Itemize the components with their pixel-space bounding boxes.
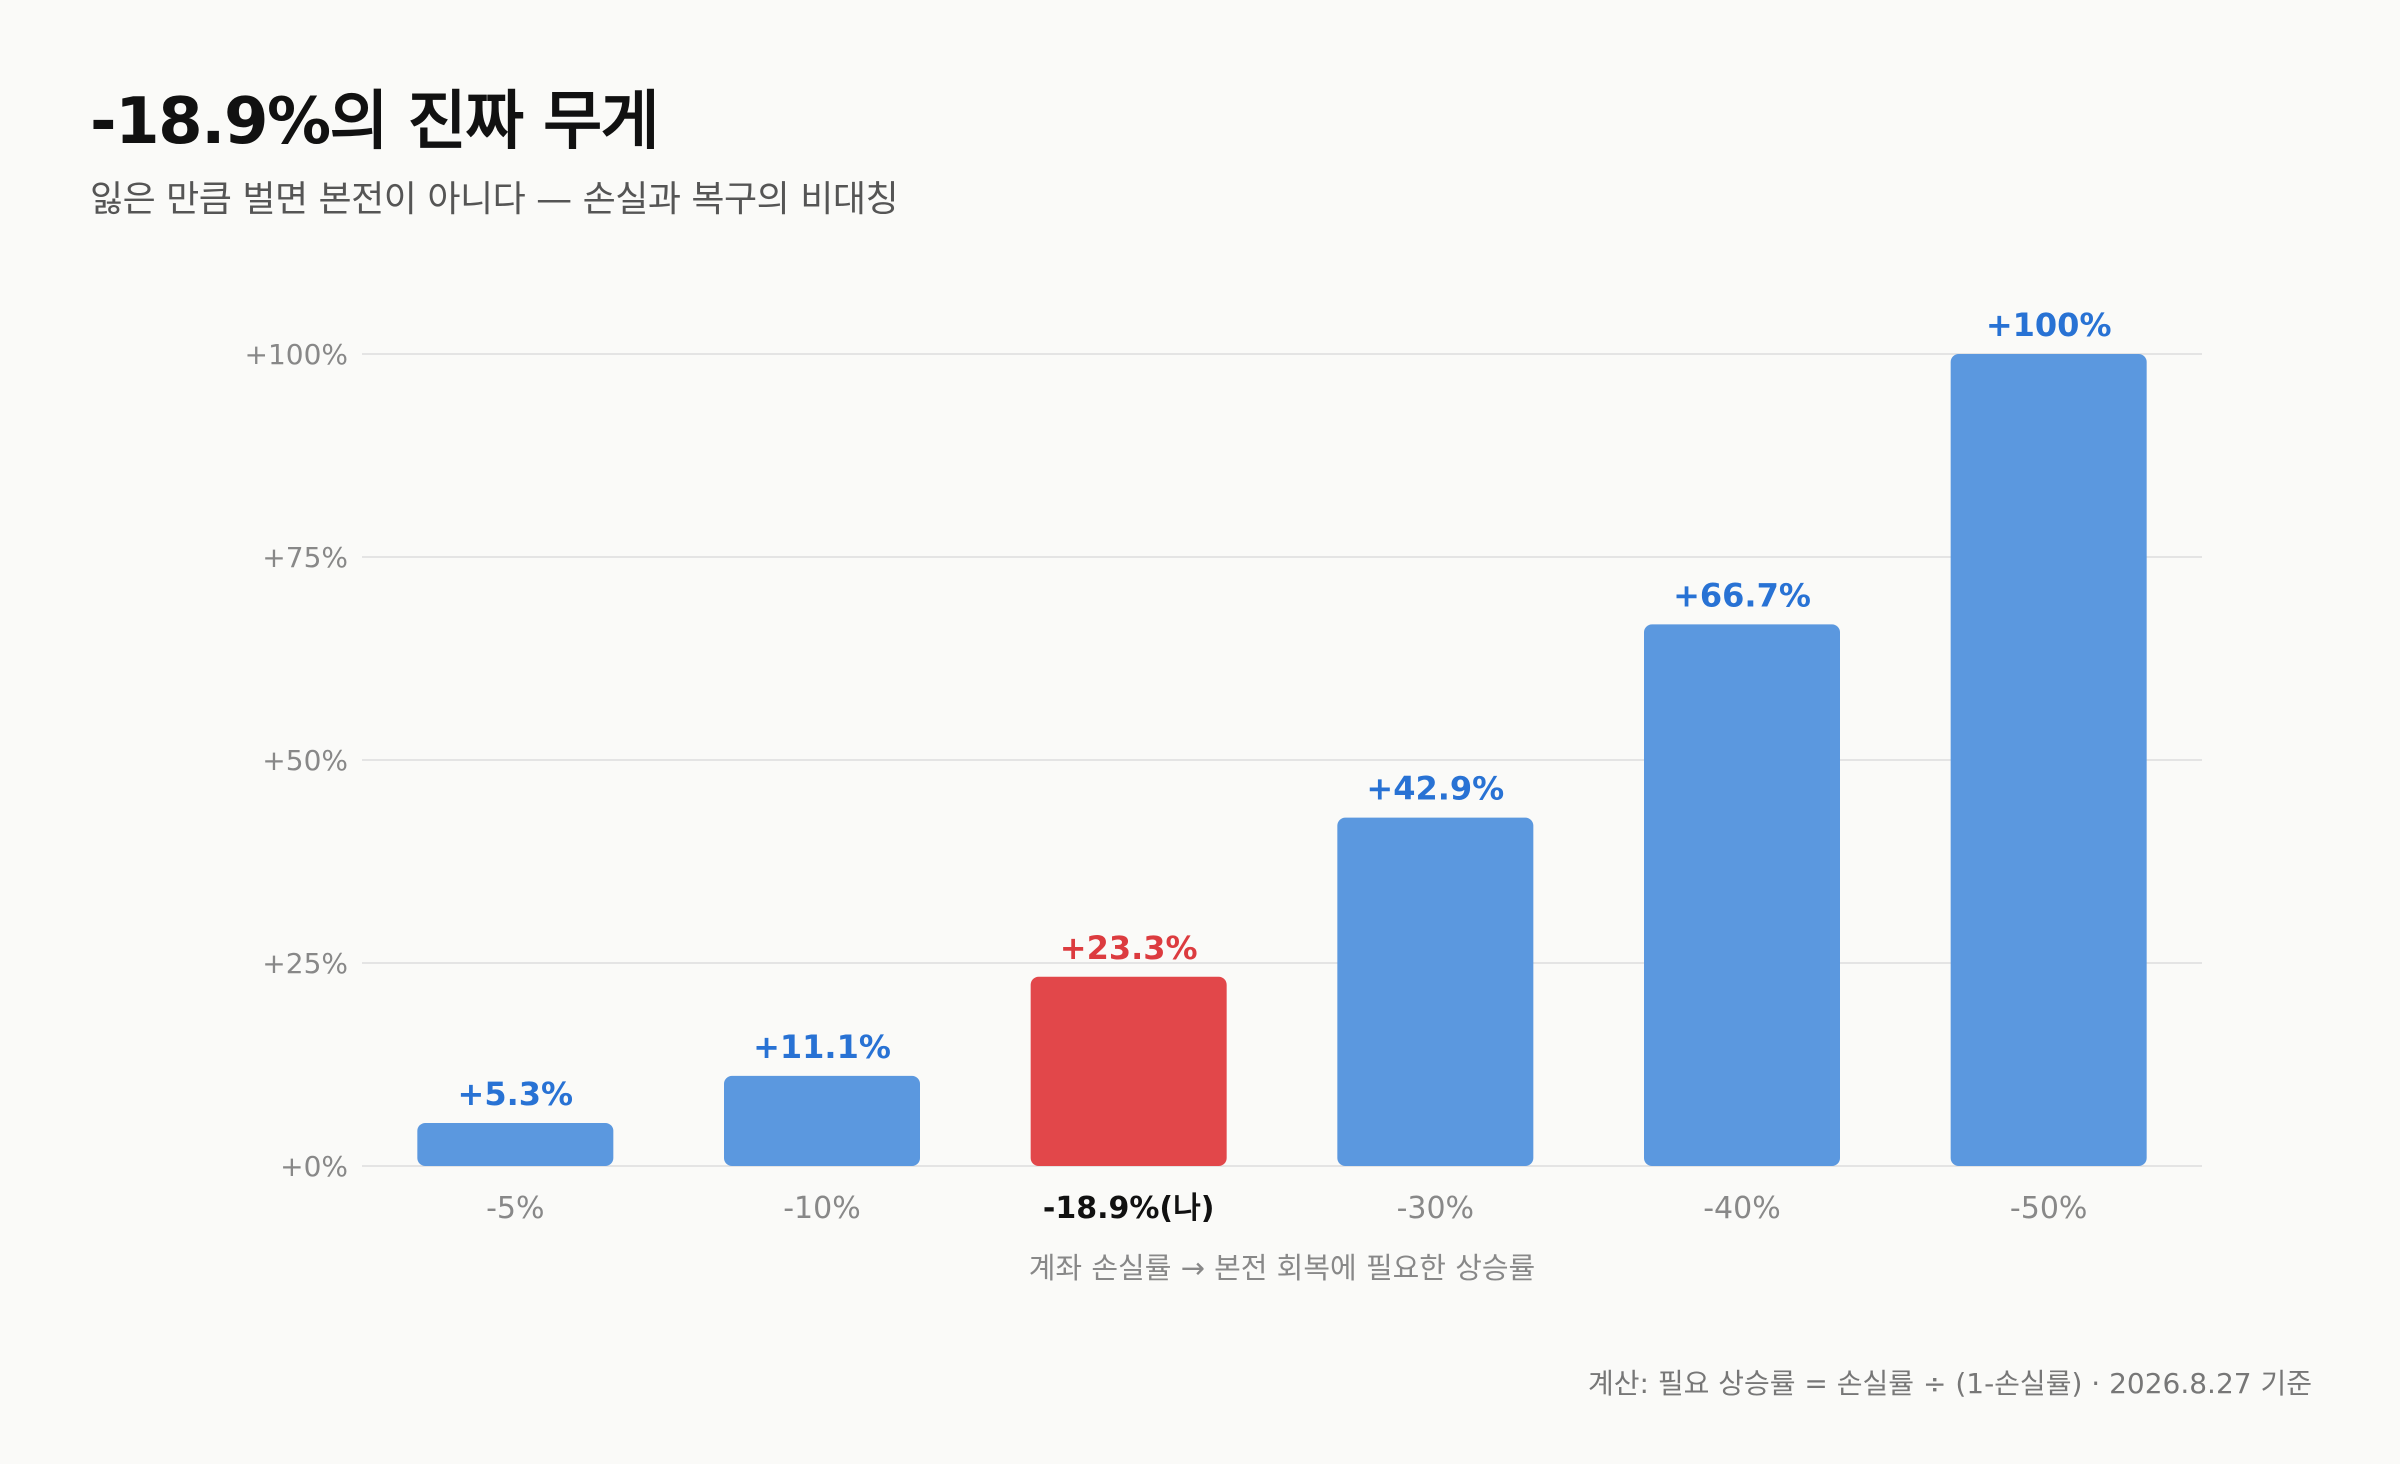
data-label: +23.3% [1060,929,1198,967]
data-label: +11.1% [753,1028,891,1066]
bar [1030,976,1227,1166]
x-tick-label: -30% [1397,1191,1475,1226]
y-tick-label: +75% [262,541,348,574]
data-label: +42.9% [1366,770,1504,808]
bar [1644,624,1840,1166]
bar [417,1122,614,1166]
chart-subtitle: 잃은 만큼 벌면 본전이 아니다 — 손실과 복구의 비대칭 [90,179,899,220]
bar [1950,354,2147,1166]
bar [1337,817,1534,1166]
x-tick-label: -5% [486,1191,544,1226]
x-tick-label: -50% [2010,1191,2088,1226]
x-axis-title: 계좌 손실률 → 본전 회복에 필요한 상승률 [1029,1251,1536,1285]
data-label: +5.3% [458,1075,574,1113]
x-tick-label: -40% [1703,1191,1781,1226]
y-tick-label: +25% [262,947,348,980]
chart-title: -18.9%의 진짜 무게 [90,85,660,159]
y-tick-label: +100% [244,338,348,371]
data-label: +100% [1986,306,2112,344]
y-tick-label: +0% [280,1150,348,1183]
footnote: 계산: 필요 상승률 = 손실률 ÷ (1-손실률) · 2026.8.27 기… [1587,1367,2312,1400]
y-tick-label: +50% [262,744,348,777]
x-tick-label: -18.9%(나) [1043,1191,1215,1226]
x-tick-label: -10% [783,1191,861,1226]
data-label: +66.7% [1673,576,1811,614]
bar [724,1075,920,1166]
